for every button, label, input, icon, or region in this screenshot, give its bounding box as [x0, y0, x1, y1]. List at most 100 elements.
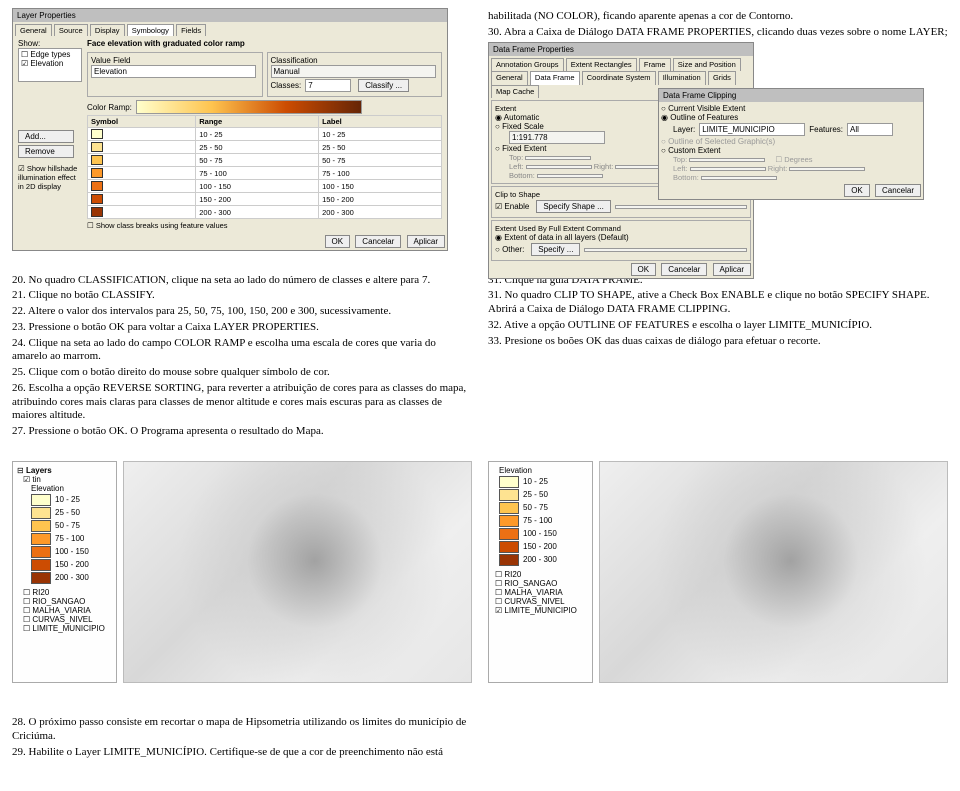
cell-range: 150 - 200 [196, 193, 319, 206]
tab[interactable]: Annotation Groups [491, 58, 564, 72]
tab[interactable]: Frame [639, 58, 671, 72]
remove-button[interactable]: Remove [18, 145, 74, 158]
oof-radio[interactable]: Outline of Features [661, 113, 921, 122]
show-label: Show: [18, 39, 83, 48]
apply-button[interactable]: Aplicar [407, 235, 445, 248]
bottom-label: Bottom: [509, 171, 535, 180]
cell-range: 25 - 50 [196, 141, 319, 154]
layer-label: Layer: [673, 125, 695, 134]
legend-extra[interactable]: MALHA_VIARIA [23, 606, 112, 615]
tab-general[interactable]: General [15, 24, 52, 36]
legend-item: 10 - 25 [523, 477, 548, 486]
dfp-apply-button[interactable]: Aplicar [713, 263, 751, 276]
cve-radio[interactable]: Current Visible Extent [661, 104, 921, 113]
cell-label: 150 - 200 [319, 193, 442, 206]
legend-item: 50 - 75 [523, 503, 548, 512]
cancel-button[interactable]: Cancelar [355, 235, 401, 248]
step-20: 20. No quadro CLASSIFICATION, clique na … [12, 274, 472, 288]
show-elevation[interactable]: Elevation [21, 59, 79, 68]
legend-extra[interactable]: RIO_SANGAO [495, 579, 588, 588]
dfp-cancel-button[interactable]: Cancelar [661, 263, 707, 276]
cell-range: 10 - 25 [196, 128, 319, 141]
classify-button[interactable]: Classify ... [358, 79, 409, 92]
legend-item: 75 - 100 [55, 534, 84, 543]
tab[interactable]: General [491, 71, 528, 85]
dfc-top: Top: [673, 155, 687, 164]
tab-symbology[interactable]: Symbology [127, 24, 174, 36]
legend-extra[interactable]: MALHA_VIARIA [495, 588, 588, 597]
tab-source[interactable]: Source [54, 24, 88, 36]
tab[interactable]: Map Cache [491, 85, 539, 99]
legend-extra[interactable]: RI20 [495, 570, 588, 579]
dfc-right: Right: [768, 164, 788, 173]
step-24: 24. Clique na seta ao lado do campo COLO… [12, 337, 472, 365]
specify-shape-button[interactable]: Specify Shape ... [536, 200, 610, 213]
cls-title: Classification [271, 56, 439, 65]
dfc-cancel-button[interactable]: Cancelar [875, 184, 921, 197]
step-32: 32. Ative a opção OUTLINE OF FEATURES e … [488, 319, 948, 333]
tab-fields[interactable]: Fields [176, 24, 206, 36]
step-33: 33. Presione os boões OK das duas caixas… [488, 335, 948, 349]
cr-label: Color Ramp: [87, 103, 132, 112]
cell-label: 25 - 50 [319, 141, 442, 154]
legend-item: 200 - 300 [55, 573, 89, 582]
legend-extra[interactable]: CURVAS_NIVEL [23, 615, 112, 624]
cell-range: 100 - 150 [196, 180, 319, 193]
col-range: Range [196, 116, 319, 128]
cls-classes-val[interactable]: 7 [305, 79, 351, 92]
color-ramp[interactable] [136, 100, 362, 114]
hillshade-checkbox[interactable]: Show hillshade illumination effect in 2D… [18, 164, 83, 191]
ose-radio[interactable]: Outline of Selected Graphic(s) [661, 137, 921, 146]
degrees-check[interactable]: Degrees [775, 155, 812, 164]
legend-item: 10 - 25 [55, 495, 80, 504]
cls-method: Manual [271, 65, 436, 78]
legend-item: 150 - 200 [55, 560, 89, 569]
opt-b-radio[interactable]: Other: [495, 245, 524, 254]
feature-breaks-checkbox[interactable]: Show class breaks using feature values [87, 221, 442, 230]
cell-label: 75 - 100 [319, 167, 442, 180]
tab[interactable]: Data Frame [530, 71, 580, 85]
legend-sub: Elevation [31, 484, 112, 493]
cell-label: 50 - 75 [319, 154, 442, 167]
vf-value[interactable]: Elevation [91, 65, 256, 78]
step-21: 21. Clique no botão CLASSIFY. [12, 289, 472, 303]
tab[interactable]: Coordinate System [582, 71, 656, 85]
opt-a-radio[interactable]: Extent of data in all layers (Default) [495, 233, 747, 242]
intro-line-1: habilitada (NO COLOR), ficando aparente … [488, 10, 948, 24]
left-label: Left: [509, 162, 524, 171]
data-frame-clipping-dialog: Data Frame Clipping Current Visible Exte… [658, 88, 924, 200]
legend-title: Layers [26, 466, 52, 475]
legend-extra[interactable]: CURVAS_NIVEL [495, 597, 588, 606]
specify2-button[interactable]: Specify ... [531, 243, 580, 256]
show-edge-types[interactable]: Edge types [21, 50, 79, 59]
legend-extra[interactable]: RI20 [23, 588, 112, 597]
dfp-ok-button[interactable]: OK [631, 263, 657, 276]
intro-line-2: 30. Abra a Caixa de Diálogo DATA FRAME P… [488, 26, 948, 40]
tab[interactable]: Size and Position [673, 58, 741, 72]
tab-display[interactable]: Display [90, 24, 125, 36]
legend-root[interactable]: tin [23, 475, 112, 484]
cell-range: 200 - 300 [196, 206, 319, 219]
add-button[interactable]: Add... [18, 130, 74, 143]
tab[interactable]: Grids [708, 71, 736, 85]
step-31b: 31. No quadro CLIP TO SHAPE, ative a Che… [488, 289, 948, 317]
map-result-b [599, 461, 948, 683]
enable-checkbox[interactable]: Enable [495, 202, 529, 211]
layer-value[interactable]: LIMITE_MUNICIPIO [699, 123, 805, 136]
layer-properties-dialog: Layer Properties General Source Display … [12, 8, 448, 251]
legend-extra[interactable]: RIO_SANGAO [23, 597, 112, 606]
dfc-ok-button[interactable]: OK [844, 184, 870, 197]
vf-title: Value Field [91, 56, 259, 65]
legend-extra[interactable]: LIMITE_MUNICIPIO [23, 624, 112, 633]
legend-item: 75 - 100 [523, 516, 552, 525]
ce-radio[interactable]: Custom Extent [661, 146, 921, 155]
tab[interactable]: Illumination [658, 71, 706, 85]
feat-value[interactable]: All [847, 123, 893, 136]
cell-label: 10 - 25 [319, 128, 442, 141]
ok-button[interactable]: OK [325, 235, 351, 248]
tab[interactable]: Extent Rectangles [566, 58, 637, 72]
legend-extra[interactable]: LIMITE_MUNICIPIO [495, 606, 588, 615]
legend-item: 25 - 50 [523, 490, 548, 499]
step-27: 27. Pressione o botão OK. O Programa apr… [12, 425, 472, 439]
legend-a: ⊟ Layers tin Elevation 10 - 25 25 - 50 5… [12, 461, 117, 683]
